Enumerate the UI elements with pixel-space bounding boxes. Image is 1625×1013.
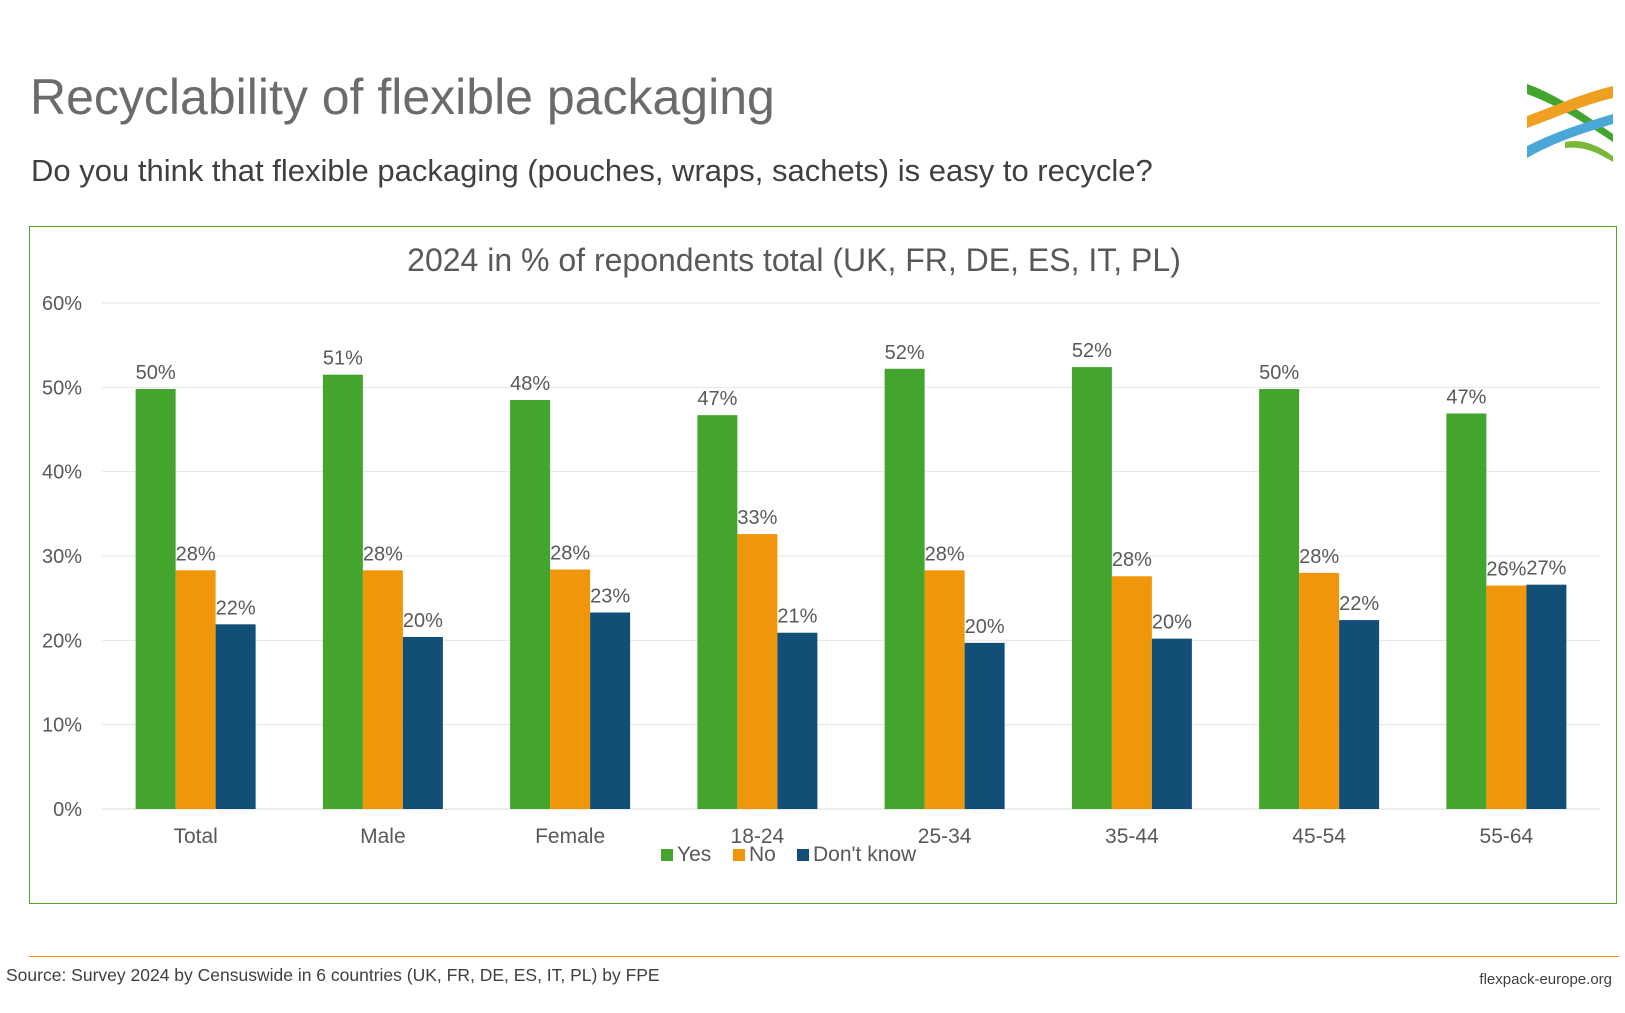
data-label: 22% <box>1339 593 1379 615</box>
x-tick-label: 18-24 <box>731 825 785 848</box>
data-label: 21% <box>777 606 817 628</box>
data-label: 47% <box>697 388 737 410</box>
footer-source: Source: Survey 2024 by Censuswide in 6 c… <box>6 965 660 985</box>
data-label: 47% <box>1446 386 1486 408</box>
bar-no <box>1111 576 1152 809</box>
bar-dont_know <box>590 612 631 809</box>
bar-no <box>1486 585 1527 809</box>
bar-no <box>1299 572 1340 809</box>
data-label: 28% <box>1299 546 1339 568</box>
data-label: 27% <box>1526 558 1566 580</box>
data-label: 23% <box>590 586 630 608</box>
x-tick-label: 55-64 <box>1480 825 1534 848</box>
bar-no <box>362 570 403 809</box>
data-label: 20% <box>1152 612 1192 634</box>
bar-yes <box>1071 367 1112 809</box>
bar-yes <box>1446 413 1487 809</box>
y-tick-label: 40% <box>42 462 82 484</box>
bar-yes <box>697 415 738 809</box>
bar-no <box>550 569 591 809</box>
y-tick-label: 30% <box>42 546 82 568</box>
x-tick-label: Male <box>360 825 406 848</box>
y-tick-label: 10% <box>42 715 82 737</box>
y-tick-label: 0% <box>53 799 82 821</box>
bar-dont_know <box>402 636 443 809</box>
data-label: 33% <box>737 507 777 529</box>
y-tick-label: 50% <box>42 377 82 399</box>
slide-subtitle: Do you think that flexible packaging (po… <box>31 153 1153 188</box>
bar-chart: 2024 in % of repondents total (UK, FR, D… <box>42 242 1600 866</box>
data-label: 28% <box>1112 549 1152 571</box>
y-tick-label: 60% <box>42 293 82 315</box>
flexpack-logo-icon <box>1527 84 1613 162</box>
bar-yes <box>884 368 925 809</box>
slide-title: Recyclability of flexible packaging <box>30 69 775 125</box>
data-label: 28% <box>550 542 590 564</box>
chart-frame: 2024 in % of repondents total (UK, FR, D… <box>29 226 1617 904</box>
bar-dont_know <box>964 642 1005 809</box>
data-label: 48% <box>510 373 550 395</box>
x-tick-label: Total <box>173 825 217 848</box>
bar-yes <box>1259 389 1300 809</box>
bar-dont_know <box>1339 620 1380 809</box>
x-tick-label: 35-44 <box>1105 825 1159 848</box>
footer-website: flexpack-europe.org <box>1479 971 1612 988</box>
chart-title: 2024 in % of repondents total (UK, FR, D… <box>407 242 1181 278</box>
x-tick-label: 45-54 <box>1292 825 1346 848</box>
data-label: 28% <box>925 543 965 565</box>
footer-divider <box>29 956 1619 957</box>
bar-dont_know <box>1151 638 1192 809</box>
data-label: 28% <box>176 543 216 565</box>
data-label: 20% <box>403 610 443 632</box>
data-label: 52% <box>885 342 925 364</box>
bar-no <box>737 534 778 809</box>
legend-label: No <box>749 843 776 866</box>
data-label: 52% <box>1072 340 1112 362</box>
legend-swatch-yes <box>661 849 673 861</box>
legend-label: Yes <box>677 843 711 866</box>
data-label: 51% <box>323 348 363 370</box>
data-label: 20% <box>965 616 1005 638</box>
data-label: 50% <box>136 362 176 384</box>
data-label: 50% <box>1259 362 1299 384</box>
bar-yes <box>510 399 551 809</box>
bar-dont_know <box>777 632 818 809</box>
bar-yes <box>322 374 363 809</box>
legend-label: Don't know <box>813 843 917 866</box>
bar-no <box>924 570 965 809</box>
data-label: 26% <box>1486 559 1526 581</box>
x-tick-label: Female <box>535 825 605 848</box>
y-tick-label: 20% <box>42 630 82 652</box>
legend-swatch-dont_know <box>797 849 809 861</box>
data-label: 22% <box>216 597 256 619</box>
bar-no <box>175 570 216 809</box>
x-tick-label: 25-34 <box>918 825 972 848</box>
bar-dont_know <box>1526 584 1567 809</box>
bar-yes <box>135 389 176 809</box>
data-label: 28% <box>363 543 403 565</box>
legend-swatch-no <box>733 849 745 861</box>
bar-dont_know <box>215 624 256 809</box>
